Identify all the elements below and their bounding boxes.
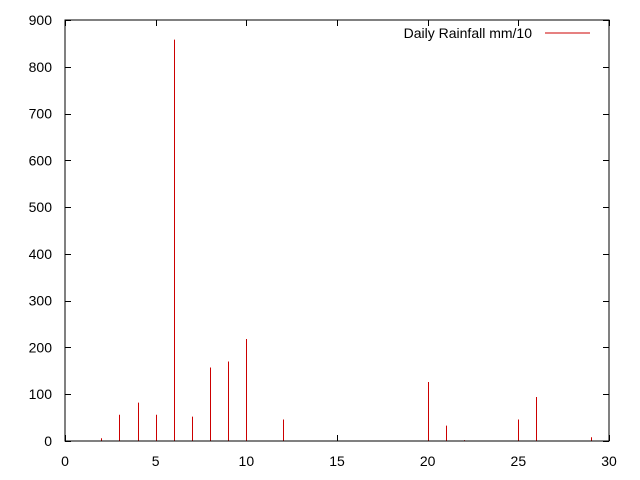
y-tick-label: 600 (29, 152, 53, 168)
y-tick-label: 0 (44, 433, 52, 449)
y-tick-label: 400 (29, 246, 53, 262)
x-tick-label: 15 (329, 453, 345, 469)
x-tick-label: 0 (61, 453, 69, 469)
x-tick-label: 25 (511, 453, 527, 469)
x-tick-label: 30 (601, 453, 617, 469)
x-tick-label: 5 (152, 453, 160, 469)
y-tick-label: 900 (29, 12, 53, 28)
rainfall-impulses (101, 39, 592, 441)
tick-marks (65, 20, 610, 442)
legend-label: Daily Rainfall mm/10 (404, 25, 533, 41)
y-tick-label: 100 (29, 386, 53, 402)
x-tick-label: 10 (239, 453, 255, 469)
y-tick-label: 700 (29, 106, 53, 122)
y-tick-label: 800 (29, 59, 53, 75)
plot-frame (64, 19, 610, 442)
y-tick-label: 500 (29, 199, 53, 215)
tick-labels: 0 100 200 300 400 500 600 700 800 900 0 5 10 15 20 25 30 (29, 12, 617, 469)
y-tick-label: 200 (29, 339, 53, 355)
legend: Daily Rainfall mm/10 (404, 25, 590, 41)
y-tick-label: 300 (29, 293, 53, 309)
x-tick-label: 20 (420, 453, 436, 469)
